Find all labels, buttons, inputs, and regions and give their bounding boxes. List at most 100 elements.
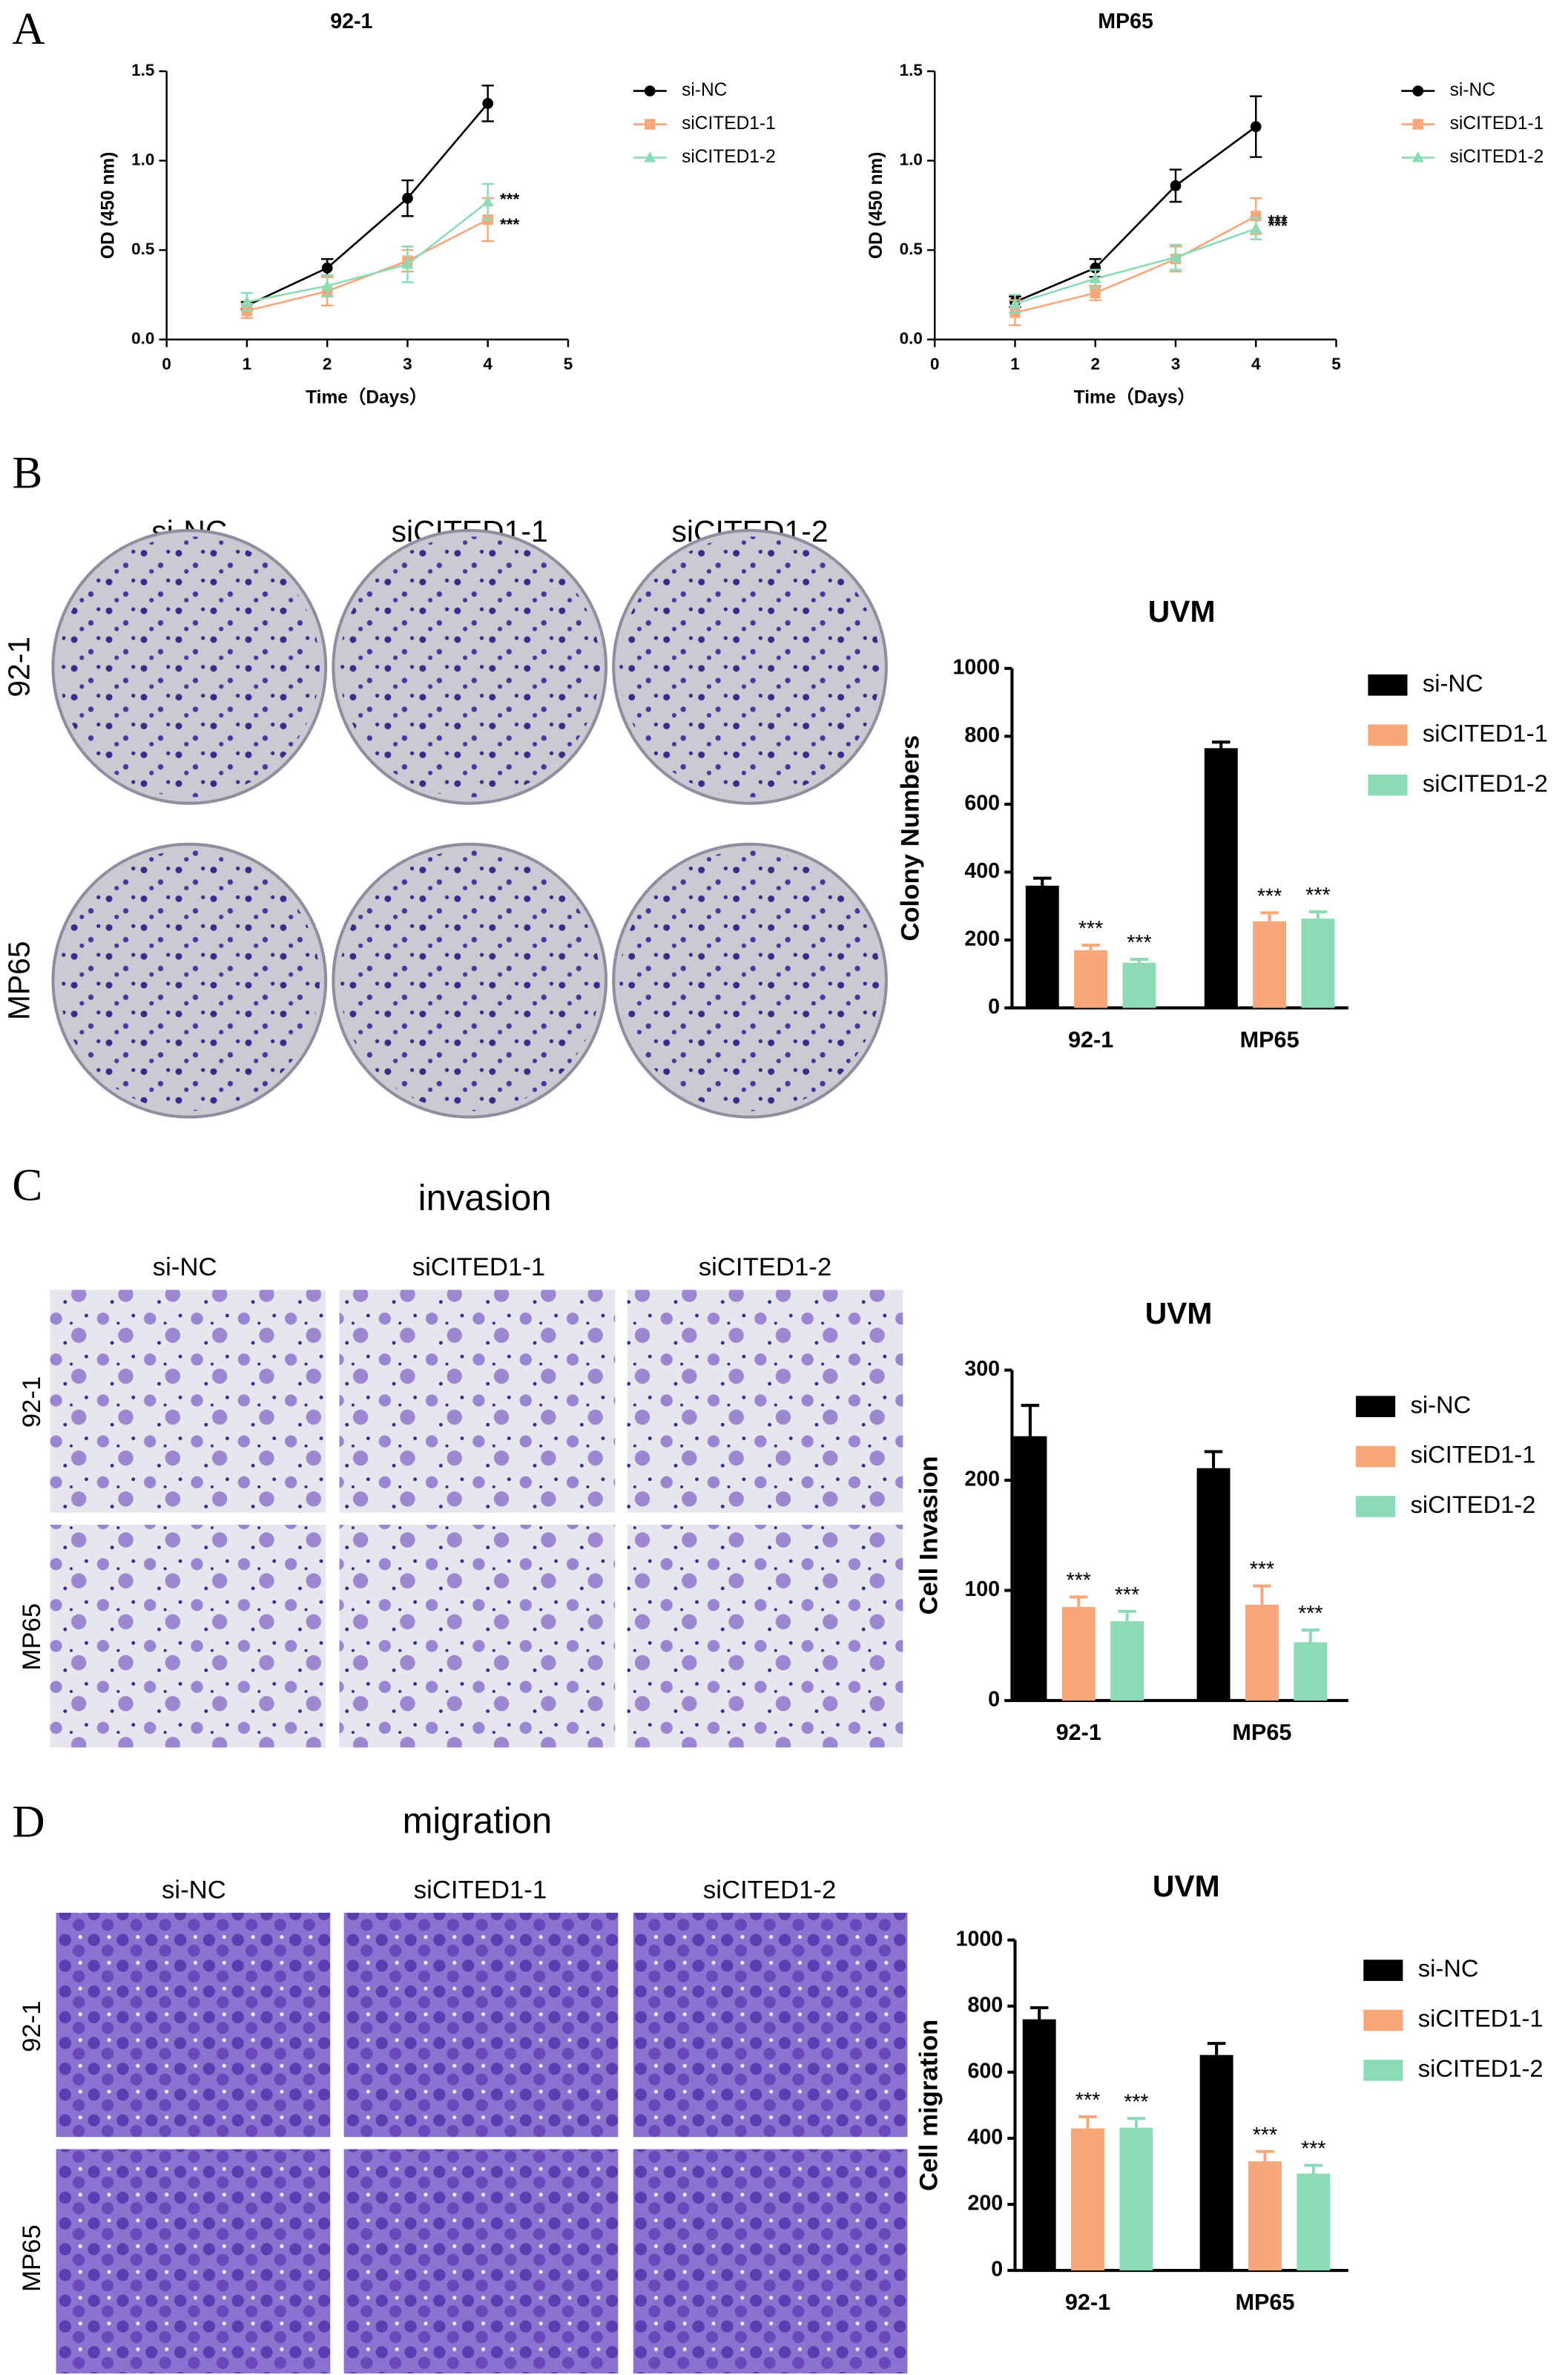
legend-swatch <box>1368 674 1408 696</box>
bar <box>1294 1642 1328 1701</box>
micrograph <box>56 2149 331 2374</box>
significance: *** <box>1305 884 1330 907</box>
x-axis-title: Time（Days） <box>1074 387 1196 408</box>
error-bar <box>1260 911 1279 922</box>
bar <box>1253 921 1287 1008</box>
y-axis-title: OD (450 nm) <box>99 152 119 259</box>
y-tick-label: 1.0 <box>900 150 923 168</box>
x-tick-label: 92-1 <box>1068 1027 1113 1052</box>
legend-marker <box>1411 151 1424 162</box>
legend-label: siCITED1-1 <box>1450 114 1544 134</box>
y-tick-label: 0 <box>988 995 1000 1019</box>
significance: *** <box>1067 1569 1091 1593</box>
significance: *** <box>1115 1583 1139 1607</box>
legend-label: si-NC <box>682 80 727 100</box>
y-tick-label: 200 <box>967 2192 1003 2215</box>
legend-marker <box>645 119 656 130</box>
series-line <box>1015 215 1256 314</box>
x-tick-label: 5 <box>564 355 573 373</box>
y-tick-label: 200 <box>964 1468 1000 1491</box>
micrograph <box>50 1290 326 1513</box>
point <box>1090 262 1101 274</box>
error-bar <box>1118 1609 1136 1622</box>
column-label: siCITED1-1 <box>412 1253 545 1281</box>
series-line <box>246 200 489 303</box>
bar <box>1248 2161 1282 2271</box>
legend-marker <box>644 85 656 96</box>
y-tick-label: 800 <box>967 1993 1003 2017</box>
x-axis-title: Time（Days） <box>306 387 427 408</box>
y-tick-label: 600 <box>967 2059 1003 2083</box>
error-bar <box>1081 943 1100 950</box>
y-axis-title: Cell Invasion <box>915 1456 943 1614</box>
y-tick-label: 1.5 <box>900 61 923 79</box>
x-tick-label: 3 <box>403 355 412 373</box>
bar <box>1122 962 1156 1008</box>
error-bar <box>1021 1404 1040 1436</box>
y-tick-label: 200 <box>964 927 1000 950</box>
chart-title: UVM <box>1145 1296 1213 1330</box>
point <box>1090 287 1101 299</box>
significance: *** <box>1078 917 1103 941</box>
micrograph <box>627 1525 903 1748</box>
x-tick-label: 1 <box>1010 355 1019 373</box>
y-tick-label: 0.0 <box>900 329 923 348</box>
y-tick-label: 0 <box>988 1688 1000 1712</box>
point <box>482 98 494 109</box>
panel-letter: D <box>12 1797 45 1847</box>
column-label: si-NC <box>153 1253 217 1281</box>
chart-title: 92-1 <box>330 10 372 33</box>
significance: *** <box>1298 1602 1322 1626</box>
error-bar <box>1253 1584 1271 1605</box>
column-label: siCITED1-1 <box>414 1876 547 1905</box>
significance: *** <box>1253 2123 1277 2147</box>
y-tick-label: 1000 <box>952 655 1000 679</box>
bar <box>1071 2128 1104 2271</box>
row-label: 92-1 <box>1 637 36 697</box>
y-tick-label: 1000 <box>956 1927 1004 1951</box>
y-tick-label: 100 <box>964 1577 1000 1601</box>
x-tick-label: 2 <box>1090 355 1099 373</box>
legend-swatch <box>1356 1396 1396 1417</box>
bar <box>1297 2173 1331 2271</box>
point <box>1170 180 1182 191</box>
error-bar <box>1256 2149 1274 2162</box>
legend-label: si-NC <box>1411 1390 1472 1418</box>
x-tick-label: 0 <box>930 355 939 373</box>
y-tick-label: 600 <box>964 791 1000 815</box>
significance: *** <box>1250 1558 1274 1582</box>
panel-letter: B <box>12 448 42 499</box>
colonies <box>59 536 320 798</box>
error-bar <box>1070 1595 1088 1607</box>
colonies <box>339 536 600 798</box>
colonies <box>619 850 880 1111</box>
point <box>321 280 334 291</box>
y-tick-label: 800 <box>964 723 1000 747</box>
y-tick-label: 300 <box>964 1357 1000 1381</box>
point <box>1250 121 1262 133</box>
bar <box>1110 1621 1144 1701</box>
y-tick-label: 0.5 <box>900 240 923 258</box>
legend-swatch <box>1368 724 1408 746</box>
column-label: siCITED1-2 <box>699 1253 831 1281</box>
micrograph <box>633 1912 908 2138</box>
colonies <box>59 850 320 1111</box>
legend-label: siCITED1-2 <box>1411 1491 1536 1518</box>
legend-label: siCITED1-1 <box>1418 2005 1544 2032</box>
point <box>1089 272 1101 283</box>
legend-label: siCITED1-2 <box>1423 769 1548 797</box>
y-tick-label: 1.5 <box>131 61 154 79</box>
panel-letter: A <box>12 4 45 54</box>
bar <box>1119 2127 1153 2271</box>
y-tick-label: 400 <box>967 2125 1003 2149</box>
panel-title: migration <box>403 1801 553 1841</box>
x-tick-label: 2 <box>323 355 332 373</box>
error-bar <box>1030 2006 1049 2020</box>
legend-label: siCITED1-1 <box>682 114 776 134</box>
legend-label: si-NC <box>1450 80 1495 100</box>
row-label: MP65 <box>18 2224 46 2292</box>
y-axis-title: OD (450 nm) <box>866 152 886 259</box>
y-axis-title: Colony Numbers <box>897 735 925 942</box>
bar <box>1245 1604 1279 1701</box>
